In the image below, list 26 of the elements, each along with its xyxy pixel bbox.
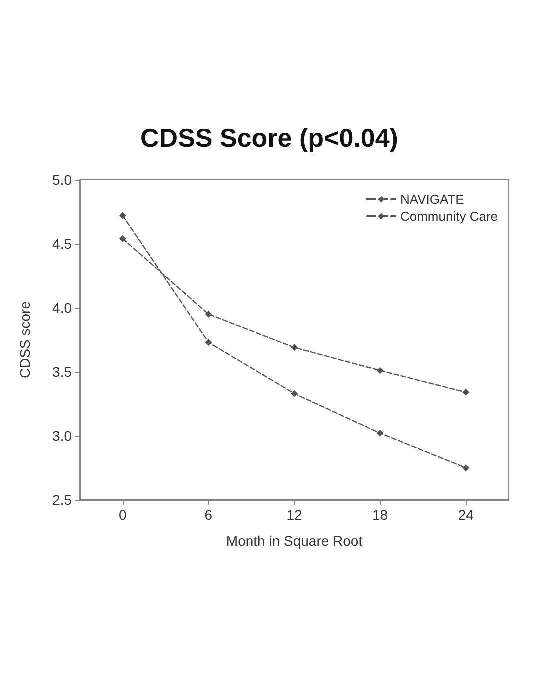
point	[376, 367, 384, 374]
x-tick-label: 18	[372, 507, 388, 523]
point	[119, 212, 126, 220]
y-tick-label: 3.0	[52, 428, 72, 444]
point	[462, 464, 470, 472]
point	[119, 235, 126, 242]
y-tick-label: 2.5	[52, 492, 72, 508]
x-tick-label: 12	[286, 507, 302, 523]
x-tick-label: 0	[119, 507, 127, 523]
y-tick-label: 3.5	[52, 364, 72, 380]
y-tick-label: 4.0	[52, 300, 72, 316]
legend-label: Community Care	[400, 209, 498, 224]
point	[205, 310, 212, 318]
y-tick-label: 5.0	[52, 172, 72, 188]
legend-label: NAVIGATE	[400, 192, 465, 207]
point	[291, 344, 298, 352]
point	[462, 388, 470, 396]
x-tick-label: 6	[204, 507, 213, 523]
x-tick-label: 24	[458, 507, 474, 523]
point	[291, 390, 298, 398]
point	[205, 339, 212, 346]
x-axis-title: Month in Square Root	[226, 533, 363, 549]
y-tick-label: 4.5	[52, 236, 72, 252]
point	[376, 430, 384, 437]
chart-title: CDSS Score (p<0.04)	[140, 123, 398, 153]
y-axis-title: CDSS score	[17, 301, 33, 379]
